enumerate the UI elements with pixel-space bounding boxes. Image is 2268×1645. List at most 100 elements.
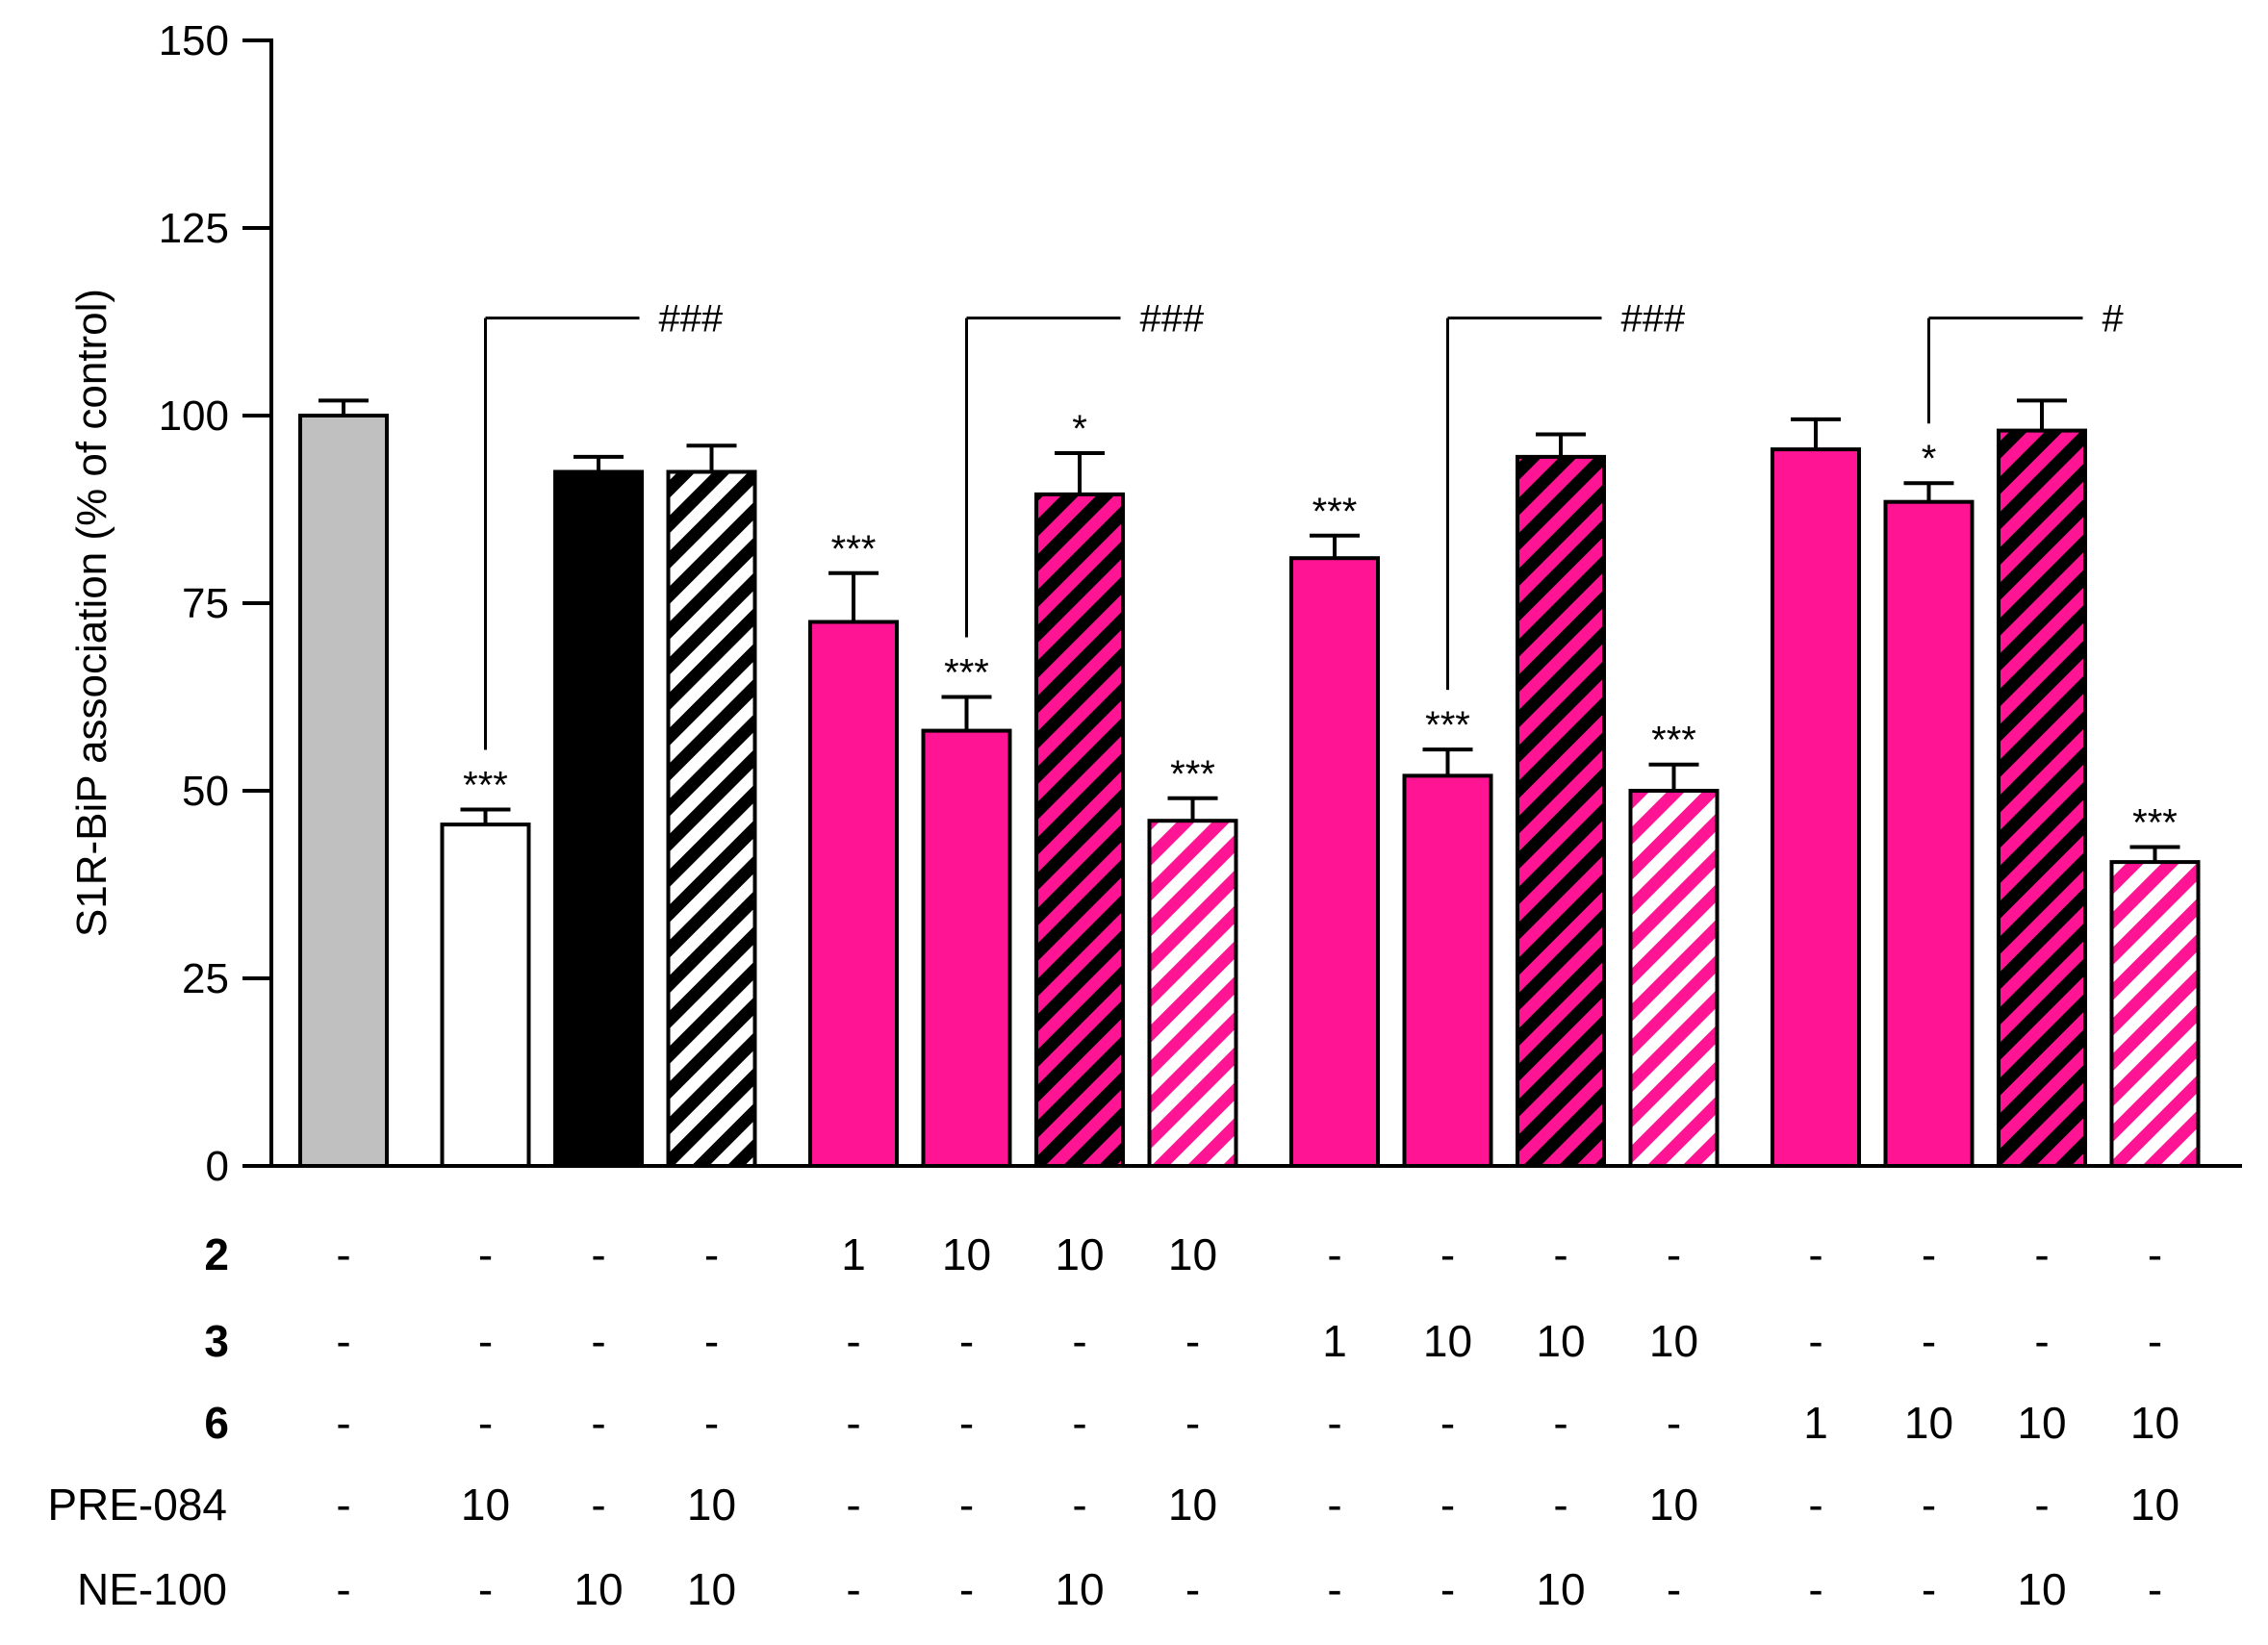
comparison-label-4: # bbox=[2102, 298, 2125, 341]
row-label-2: 2 bbox=[204, 1229, 229, 1279]
cell-pre-084-9: - bbox=[1327, 1480, 1341, 1530]
y-tick-label-25: 25 bbox=[182, 955, 229, 1002]
cell-2-6: 10 bbox=[942, 1229, 991, 1279]
cell-pre-084-7: - bbox=[1072, 1480, 1086, 1530]
cell-6-14: 10 bbox=[1904, 1398, 1953, 1448]
cell-pre-084-3: - bbox=[591, 1480, 605, 1530]
cell-6-10: - bbox=[1440, 1398, 1455, 1448]
significance-label-12: *** bbox=[1651, 720, 1696, 762]
cell-pre-084-16: 10 bbox=[2130, 1480, 2179, 1530]
cell-pre-084-14: - bbox=[1922, 1480, 1936, 1530]
significance-label-7: * bbox=[1072, 408, 1087, 450]
cell-pre-084-1: - bbox=[336, 1480, 350, 1530]
bar-16-hatch bbox=[2111, 862, 2199, 1166]
cell-3-16: - bbox=[2148, 1316, 2162, 1366]
cell-3-6: - bbox=[959, 1316, 974, 1366]
significance-label-8: *** bbox=[1170, 753, 1215, 796]
cell-pre-084-12: 10 bbox=[1649, 1480, 1698, 1530]
cell-6-6: - bbox=[959, 1398, 974, 1448]
cell-pre-084-4: 10 bbox=[687, 1480, 736, 1530]
cell-6-16: 10 bbox=[2130, 1398, 2179, 1448]
cell-6-5: - bbox=[846, 1398, 860, 1448]
cell-3-2: - bbox=[478, 1316, 493, 1366]
bar-6-fill bbox=[923, 730, 1010, 1166]
comparison-label-1: ### bbox=[659, 298, 724, 341]
cell-ne-100-6: - bbox=[959, 1564, 974, 1614]
cell-6-11: - bbox=[1553, 1398, 1567, 1448]
cell-2-14: - bbox=[1922, 1229, 1936, 1279]
cell-ne-100-15: 10 bbox=[2017, 1564, 2066, 1614]
cell-pre-084-5: - bbox=[846, 1480, 860, 1530]
cell-ne-100-3: 10 bbox=[573, 1564, 623, 1614]
y-tick-label-50: 50 bbox=[182, 768, 229, 815]
cell-2-12: - bbox=[1667, 1229, 1681, 1279]
cell-pre-084-11: - bbox=[1553, 1480, 1567, 1530]
bar-14-fill bbox=[1885, 501, 1973, 1166]
cell-3-1: - bbox=[336, 1316, 350, 1366]
row-label-ne-100: NE-100 bbox=[77, 1564, 227, 1614]
cell-ne-100-1: - bbox=[336, 1564, 350, 1614]
bar-9-fill bbox=[1291, 558, 1378, 1166]
cell-2-15: - bbox=[2034, 1229, 2049, 1279]
cell-2-3: - bbox=[591, 1229, 605, 1279]
cell-2-11: - bbox=[1553, 1229, 1567, 1279]
cell-2-1: - bbox=[336, 1229, 350, 1279]
significance-label-16: *** bbox=[2132, 802, 2178, 845]
cell-2-13: - bbox=[1808, 1229, 1822, 1279]
cell-pre-084-13: - bbox=[1808, 1480, 1822, 1530]
bar-8-hatch bbox=[1149, 821, 1236, 1166]
bar-5-fill bbox=[810, 621, 897, 1166]
significance-label-2: *** bbox=[463, 765, 508, 807]
bar-15-hatch bbox=[1999, 430, 2085, 1167]
cell-ne-100-9: - bbox=[1327, 1564, 1341, 1614]
cell-6-12: - bbox=[1667, 1398, 1681, 1448]
cell-ne-100-8: - bbox=[1185, 1564, 1200, 1614]
bar-13-fill bbox=[1772, 449, 1859, 1167]
bar-1-fill bbox=[300, 416, 387, 1166]
cell-3-5: - bbox=[846, 1316, 860, 1366]
row-label-pre-084: PRE-084 bbox=[47, 1480, 227, 1530]
cell-3-13: - bbox=[1808, 1316, 1822, 1366]
cell-ne-100-10: - bbox=[1440, 1564, 1455, 1614]
bar-4-hatch bbox=[668, 471, 755, 1166]
significance-label-14: * bbox=[1922, 438, 1937, 480]
row-label-3: 3 bbox=[204, 1316, 229, 1366]
cell-6-9: - bbox=[1327, 1398, 1341, 1448]
cell-pre-084-10: - bbox=[1440, 1480, 1455, 1530]
cell-ne-100-16: - bbox=[2148, 1564, 2162, 1614]
cell-2-4: - bbox=[704, 1229, 719, 1279]
cell-ne-100-13: - bbox=[1808, 1564, 1822, 1614]
significance-label-5: *** bbox=[831, 528, 877, 570]
bar-7-hatch bbox=[1036, 494, 1123, 1166]
cell-ne-100-14: - bbox=[1922, 1564, 1936, 1614]
y-tick-label-75: 75 bbox=[182, 580, 229, 627]
cell-pre-084-6: - bbox=[959, 1480, 974, 1530]
cell-3-3: - bbox=[591, 1316, 605, 1366]
significance-label-9: *** bbox=[1312, 491, 1358, 533]
bar-11-hatch bbox=[1517, 456, 1604, 1166]
bar-10-fill bbox=[1404, 775, 1491, 1166]
cell-ne-100-4: 10 bbox=[687, 1564, 736, 1614]
cell-6-1: - bbox=[336, 1398, 350, 1448]
cell-3-15: - bbox=[2034, 1316, 2049, 1366]
row-label-6: 6 bbox=[204, 1398, 229, 1448]
cell-3-8: - bbox=[1185, 1316, 1200, 1366]
cell-ne-100-7: 10 bbox=[1055, 1564, 1104, 1614]
y-tick-label-150: 150 bbox=[159, 17, 229, 64]
y-tick-label-125: 125 bbox=[159, 205, 229, 252]
cell-2-10: - bbox=[1440, 1229, 1455, 1279]
cell-2-5: 1 bbox=[841, 1229, 866, 1279]
cell-6-3: - bbox=[591, 1398, 605, 1448]
bar-3-fill bbox=[555, 471, 642, 1166]
cell-2-16: - bbox=[2148, 1229, 2162, 1279]
cell-6-2: - bbox=[478, 1398, 493, 1448]
cell-2-9: - bbox=[1327, 1229, 1341, 1279]
cell-3-14: - bbox=[1922, 1316, 1936, 1366]
cell-3-12: 10 bbox=[1649, 1316, 1698, 1366]
comparison-label-3: ### bbox=[1621, 298, 1686, 341]
y-tick-label-0: 0 bbox=[206, 1143, 229, 1190]
cell-ne-100-5: - bbox=[846, 1564, 860, 1614]
cell-ne-100-11: 10 bbox=[1536, 1564, 1585, 1614]
y-tick-label-100: 100 bbox=[159, 392, 229, 440]
